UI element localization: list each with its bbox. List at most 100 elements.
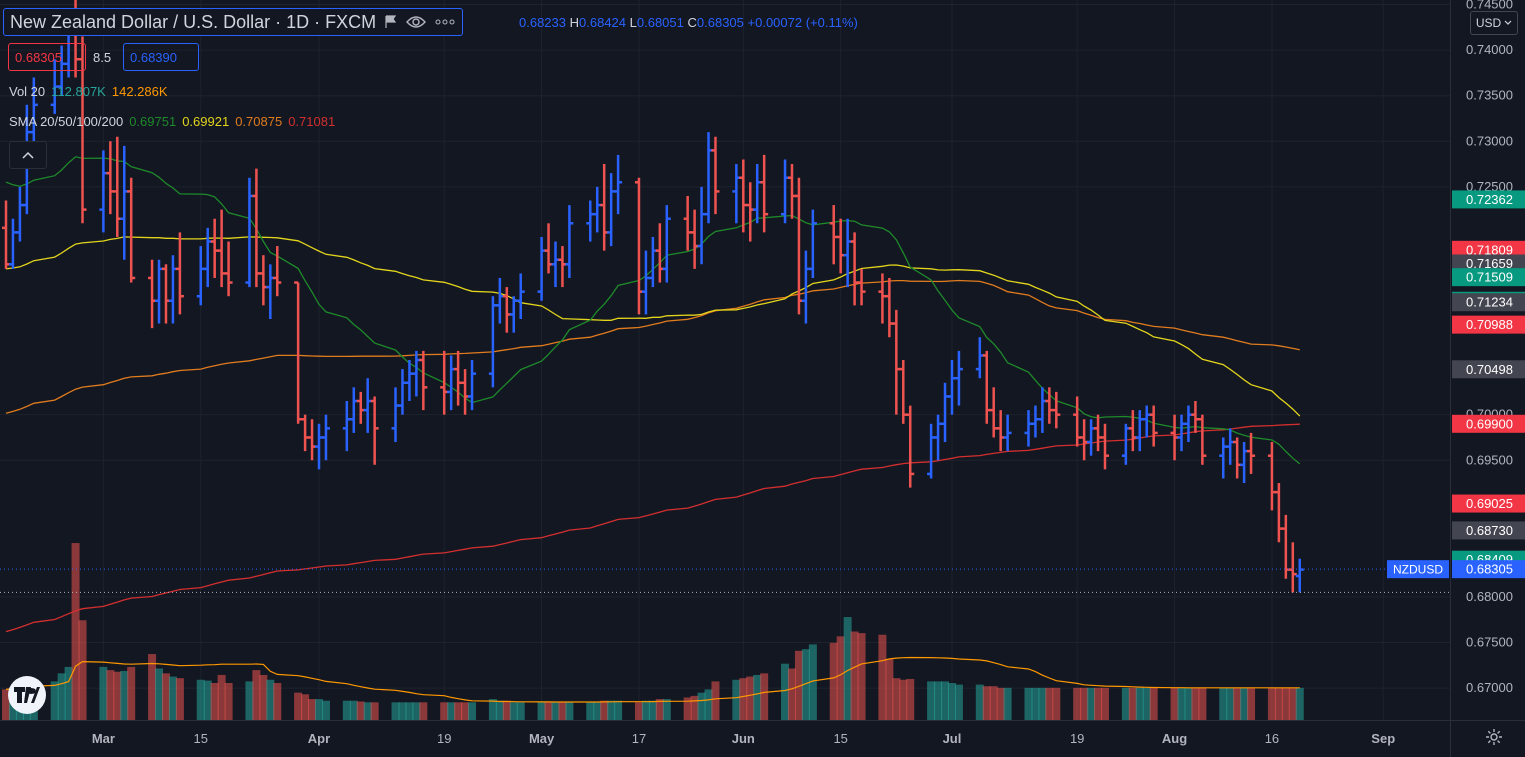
sma200-line [5, 423, 1300, 633]
volume-legend[interactable]: Vol 20 112.807K 142.286K [9, 84, 174, 99]
more-icon[interactable] [434, 15, 456, 29]
volume-bar [398, 702, 407, 720]
x-tick-label: May [529, 731, 555, 746]
volume-bar [1274, 687, 1283, 720]
y-tick-label: 0.73000 [1466, 133, 1513, 148]
volume-bar [64, 666, 73, 720]
sma-legend-name: SMA 20/50/100/200 [9, 114, 124, 129]
close-key: C [687, 15, 697, 30]
y-tick-label: 0.67000 [1466, 680, 1513, 695]
price-label: 0.72362 [1466, 192, 1513, 207]
sma20-value: 0.69751 [129, 114, 177, 129]
price-label-box [1452, 360, 1525, 379]
volume-bar [1226, 687, 1235, 720]
tradingview-logo-icon[interactable] [8, 676, 46, 714]
volume-bar [349, 700, 358, 720]
volume-bar [419, 702, 428, 720]
ohlc-bar [1003, 414, 1012, 452]
volume-bar [954, 684, 963, 720]
volume-bar [468, 702, 477, 720]
x-tick-label: Apr [308, 731, 330, 746]
ohlc-bar [1100, 423, 1109, 470]
volume-bar [447, 702, 456, 720]
ohlc-bar [127, 177, 136, 283]
volume-bar [203, 680, 212, 720]
ohlc-bar [711, 136, 720, 215]
volume-bar [245, 681, 254, 720]
volume-bar [746, 676, 755, 720]
sma-legend[interactable]: SMA 20/50/100/200 0.69751 0.69921 0.70875 0.… [9, 114, 341, 129]
ohlc-bar [565, 205, 574, 278]
flag-icon[interactable] [384, 15, 398, 29]
volume-bar [1149, 687, 1158, 720]
volume-bar [941, 681, 950, 720]
low-value: 0.68051 [636, 15, 684, 30]
volume-bar [210, 683, 219, 720]
volume-bar [683, 697, 692, 720]
volume-bar [106, 670, 115, 720]
volume-bar [308, 699, 317, 720]
ohlc-bar [1198, 414, 1207, 465]
ohlc-bar [224, 241, 233, 297]
volume-bar [1247, 687, 1256, 720]
volume-bar [168, 676, 177, 720]
volume-bar [843, 617, 852, 720]
volume-legend-name: Vol 20 [9, 84, 46, 99]
x-tick-label: 15 [833, 731, 847, 746]
volume-bar [885, 658, 894, 720]
volume-bar [558, 702, 567, 720]
volume-bar [1170, 687, 1179, 720]
volume-bar [148, 654, 157, 720]
volume-bar [600, 700, 609, 720]
volume-bar [655, 699, 664, 720]
sell-button[interactable]: 0.68305 [8, 43, 86, 71]
price-label: 0.71509 [1466, 270, 1513, 285]
collapse-legend-button[interactable] [9, 141, 47, 169]
ohlc-bar [954, 350, 963, 406]
currency-button[interactable]: USD [1470, 11, 1518, 35]
volume-bar [57, 673, 66, 720]
volume-bar [1184, 687, 1193, 720]
symbol-title[interactable]: New Zealand Dollar / U.S. Dollar · 1D · … [10, 11, 377, 32]
volume-bar [760, 673, 769, 720]
volume-bar [1128, 687, 1137, 720]
volume-bar [273, 683, 282, 720]
volume-bar [217, 674, 226, 720]
price-label: 0.68730 [1466, 523, 1513, 538]
volume-bar [1240, 687, 1249, 720]
volume-bar [1087, 687, 1096, 720]
volume-bar [99, 666, 108, 720]
x-tick-label: Mar [92, 731, 115, 746]
volume-bar [1003, 687, 1012, 720]
ohlc-bar [614, 154, 623, 215]
last-price-label: 0.68305 [1466, 562, 1513, 577]
price-label: 0.70498 [1466, 362, 1513, 377]
volume-bar [794, 650, 803, 720]
volume-bar [989, 686, 998, 720]
volume-bar [801, 649, 810, 720]
symbol-header[interactable]: New Zealand Dollar / U.S. Dollar · 1D · … [3, 8, 464, 36]
volume-bar [878, 634, 887, 720]
volume-bar [787, 668, 796, 720]
volume-bar [892, 678, 901, 720]
volume-bar [294, 692, 303, 720]
buy-button[interactable]: 0.68390 [123, 43, 199, 71]
symbol-tag-box [1387, 560, 1449, 579]
open-value: 0.68233 [519, 15, 566, 30]
gear-icon[interactable] [1485, 728, 1503, 746]
ohlc-bar [808, 209, 817, 278]
ohlc-bar [1052, 391, 1061, 429]
sma100-value: 0.70875 [235, 114, 283, 129]
volume-bar [808, 644, 817, 720]
volume-bar [648, 700, 657, 720]
ohlc-bar [662, 205, 671, 283]
volume-bar [641, 700, 650, 720]
ohlc-bar [29, 77, 38, 142]
volume-bar [1135, 687, 1144, 720]
ohlc-bar [1149, 405, 1158, 447]
volume-bar [495, 700, 504, 720]
eye-icon[interactable] [406, 15, 427, 29]
price-label-box [1452, 268, 1525, 287]
volume-bar [516, 702, 525, 720]
